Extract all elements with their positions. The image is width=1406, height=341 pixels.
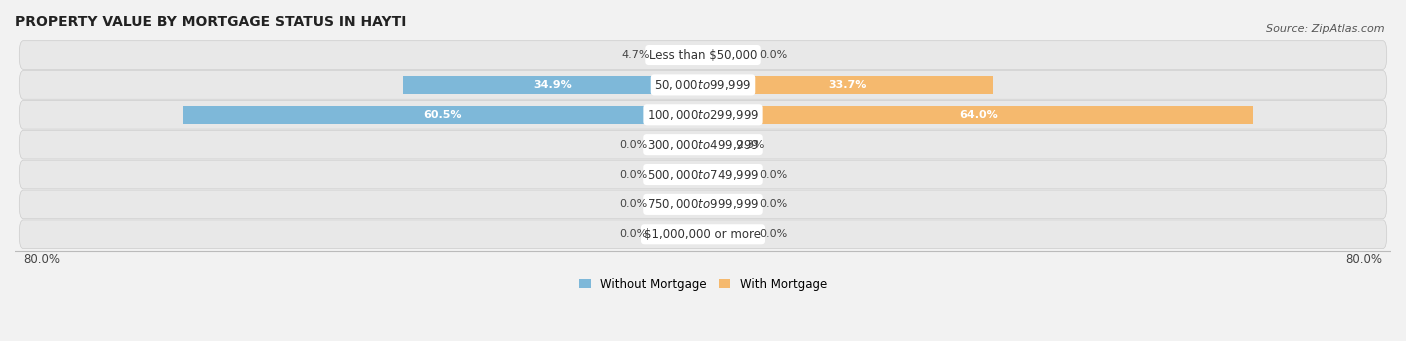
- FancyBboxPatch shape: [20, 160, 1386, 189]
- Bar: [659, 195, 703, 214]
- Text: 0.0%: 0.0%: [759, 229, 787, 239]
- Text: 80.0%: 80.0%: [24, 253, 60, 266]
- FancyBboxPatch shape: [20, 220, 1386, 249]
- Bar: [703, 46, 747, 64]
- Bar: [659, 165, 703, 184]
- FancyBboxPatch shape: [20, 190, 1386, 219]
- Text: 64.0%: 64.0%: [959, 110, 998, 120]
- FancyBboxPatch shape: [20, 71, 1386, 99]
- Text: 0.0%: 0.0%: [759, 50, 787, 60]
- Text: Less than $50,000: Less than $50,000: [648, 48, 758, 61]
- Bar: [703, 76, 993, 94]
- Text: $750,000 to $999,999: $750,000 to $999,999: [647, 197, 759, 211]
- Bar: [703, 105, 1253, 124]
- Legend: Without Mortgage, With Mortgage: Without Mortgage, With Mortgage: [574, 273, 832, 295]
- Text: 60.5%: 60.5%: [423, 110, 463, 120]
- Text: 34.9%: 34.9%: [533, 80, 572, 90]
- Bar: [659, 225, 703, 243]
- Text: 0.0%: 0.0%: [619, 199, 647, 209]
- Text: 0.0%: 0.0%: [619, 229, 647, 239]
- Bar: [183, 105, 703, 124]
- Text: 0.0%: 0.0%: [759, 199, 787, 209]
- Text: $1,000,000 or more: $1,000,000 or more: [644, 228, 762, 241]
- Text: 2.3%: 2.3%: [735, 140, 763, 150]
- Text: $500,000 to $749,999: $500,000 to $749,999: [647, 167, 759, 181]
- Text: $50,000 to $99,999: $50,000 to $99,999: [654, 78, 752, 92]
- Bar: [703, 195, 747, 214]
- FancyBboxPatch shape: [20, 41, 1386, 69]
- Text: 33.7%: 33.7%: [828, 80, 868, 90]
- Bar: [703, 165, 747, 184]
- Text: 0.0%: 0.0%: [619, 140, 647, 150]
- Bar: [662, 46, 703, 64]
- Text: 80.0%: 80.0%: [1346, 253, 1382, 266]
- Bar: [703, 225, 747, 243]
- Text: PROPERTY VALUE BY MORTGAGE STATUS IN HAYTI: PROPERTY VALUE BY MORTGAGE STATUS IN HAY…: [15, 15, 406, 29]
- Bar: [404, 76, 703, 94]
- Text: $300,000 to $499,999: $300,000 to $499,999: [647, 138, 759, 152]
- Text: Source: ZipAtlas.com: Source: ZipAtlas.com: [1267, 24, 1385, 34]
- FancyBboxPatch shape: [20, 130, 1386, 159]
- Bar: [659, 135, 703, 154]
- Text: 0.0%: 0.0%: [619, 169, 647, 179]
- Text: 0.0%: 0.0%: [759, 169, 787, 179]
- Text: 4.7%: 4.7%: [621, 50, 650, 60]
- Bar: [703, 135, 723, 154]
- FancyBboxPatch shape: [20, 101, 1386, 129]
- Text: $100,000 to $299,999: $100,000 to $299,999: [647, 108, 759, 122]
